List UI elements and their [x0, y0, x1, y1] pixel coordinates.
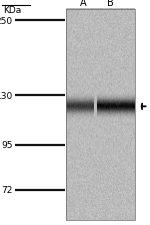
Text: 250: 250 — [0, 17, 13, 26]
Bar — [66, 10, 135, 220]
Text: B: B — [107, 0, 114, 8]
Text: 95: 95 — [1, 141, 13, 150]
Text: 72: 72 — [1, 186, 13, 195]
Text: A: A — [80, 0, 87, 8]
Text: 130: 130 — [0, 91, 13, 100]
Text: KDa: KDa — [3, 6, 21, 15]
